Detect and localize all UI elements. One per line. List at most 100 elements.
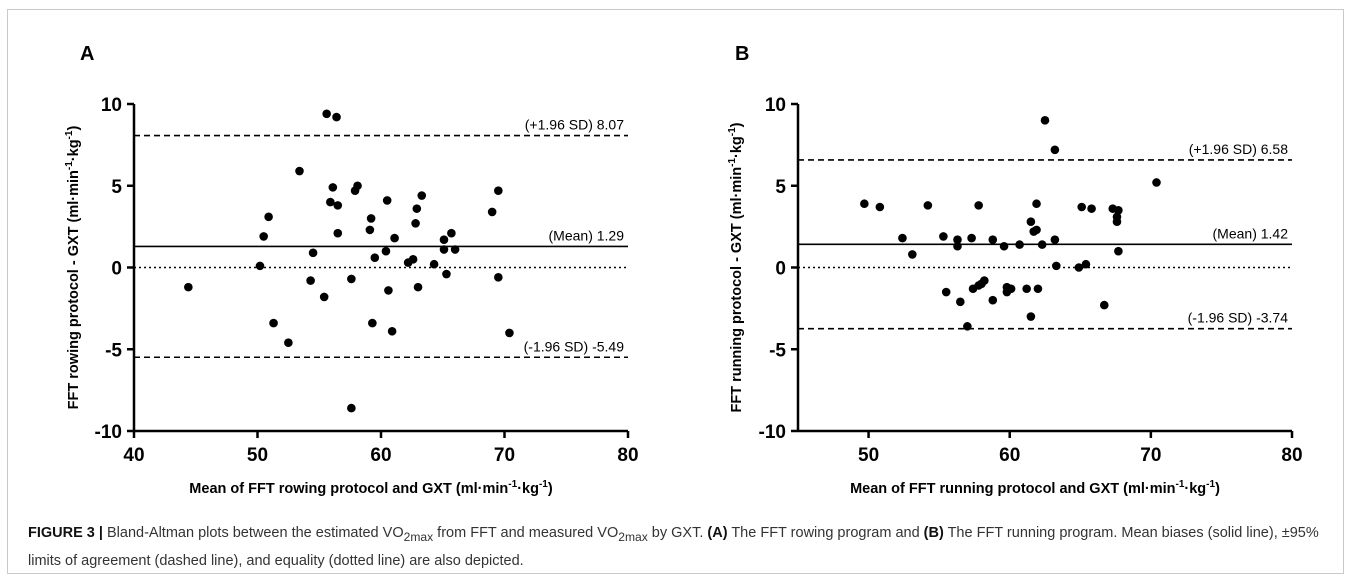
data-point xyxy=(412,204,422,213)
data-point xyxy=(328,183,338,192)
data-point xyxy=(1099,300,1109,310)
data-point xyxy=(429,259,439,269)
data-point xyxy=(1074,263,1084,272)
figure-caption: FIGURE 3 | Bland-Altman plots between th… xyxy=(28,521,1328,573)
y-tick-label: -5 xyxy=(105,340,122,361)
data-point xyxy=(326,197,335,207)
data-point xyxy=(898,233,907,243)
data-point xyxy=(988,235,998,245)
data-point xyxy=(255,261,265,271)
data-point xyxy=(1006,284,1016,294)
caption-label-a: (A) xyxy=(707,525,728,541)
data-point xyxy=(1114,205,1123,215)
data-point xyxy=(264,212,273,222)
y-tick-label: 0 xyxy=(111,259,122,280)
mean-bias-label: (Mean) 1.29 xyxy=(549,227,625,243)
data-point xyxy=(494,273,503,282)
data-point xyxy=(353,181,362,191)
data-point xyxy=(184,282,193,292)
lower-limit-label: (-1.96 SD) -5.49 xyxy=(524,338,625,354)
y-tick-label: -10 xyxy=(759,422,786,443)
data-point xyxy=(308,248,318,258)
y-tick-label: 5 xyxy=(111,177,122,198)
data-point xyxy=(1152,178,1161,187)
data-point xyxy=(447,228,456,238)
y-tick-label: 10 xyxy=(765,95,786,116)
x-tick-label: 80 xyxy=(1281,445,1302,466)
y-tick-label: 10 xyxy=(101,95,122,116)
data-point xyxy=(411,219,420,228)
y-tick-label: 5 xyxy=(775,177,786,198)
y-axis-label-sup: -1 xyxy=(727,158,738,167)
data-point xyxy=(980,276,989,285)
data-point xyxy=(1040,116,1050,125)
data-point xyxy=(439,235,449,245)
x-axis-label-text: ) xyxy=(548,481,553,497)
data-point xyxy=(923,201,933,210)
y-tick-label: 0 xyxy=(775,259,786,280)
data-point xyxy=(306,276,315,285)
x-axis-label-sup: -1 xyxy=(1176,479,1185,490)
lower-limit-label: (-1.96 SD) -3.74 xyxy=(1188,310,1289,326)
data-point xyxy=(908,250,917,259)
data-point xyxy=(1032,225,1041,235)
data-point xyxy=(387,326,397,336)
caption-intro: Bland-Altman plots between the estimated… xyxy=(102,525,404,541)
data-point xyxy=(381,246,391,256)
data-point xyxy=(974,201,983,210)
panel-letter: A xyxy=(80,43,94,65)
x-tick-label: 50 xyxy=(858,445,879,466)
data-point xyxy=(967,233,976,243)
data-point xyxy=(442,269,451,279)
mean-bias-label: (Mean) 1.42 xyxy=(1213,225,1289,241)
x-axis-label-text: ) xyxy=(1215,481,1220,497)
data-point xyxy=(439,245,449,254)
caption-mid: from FFT and measured VO xyxy=(433,525,619,541)
data-point xyxy=(1037,240,1047,249)
data-point xyxy=(1022,284,1031,294)
x-axis-label-text: Mean of FFT rowing protocol and GXT (ml·… xyxy=(189,481,508,497)
data-point xyxy=(333,201,343,210)
x-tick-label: 60 xyxy=(370,445,391,466)
data-point xyxy=(408,255,418,264)
x-axis-label-sup: -1 xyxy=(539,479,548,490)
data-point xyxy=(390,233,399,243)
x-tick-label: 80 xyxy=(617,445,638,466)
data-point xyxy=(953,241,962,251)
y-axis-label-sup: -1 xyxy=(727,127,738,136)
data-point xyxy=(1050,235,1060,245)
x-axis-label-text: ·kg xyxy=(517,481,539,497)
data-point xyxy=(999,241,1009,251)
upper-limit-label: (+1.96 SD) 8.07 xyxy=(525,117,624,133)
y-axis-label-text: FFT running protocol - GXT (ml·min xyxy=(729,167,745,413)
y-axis-label-text: ·kg xyxy=(66,139,82,161)
x-tick-label: 40 xyxy=(123,445,144,466)
caption-figure-label: FIGURE 3 | xyxy=(28,525,103,541)
data-point xyxy=(505,328,514,338)
panel-letter: B xyxy=(735,43,749,65)
data-point xyxy=(1026,312,1036,321)
data-point xyxy=(347,274,356,284)
y-axis-label: FFT running protocol - GXT (ml·min-1·kg-… xyxy=(727,122,745,412)
data-point xyxy=(860,199,869,209)
x-axis-label: Mean of FFT running protocol and GXT (ml… xyxy=(850,479,1220,497)
y-tick-label: -5 xyxy=(769,340,786,361)
x-tick-label: 50 xyxy=(247,445,268,466)
x-tick-label: 70 xyxy=(1140,445,1161,466)
data-point xyxy=(1026,217,1036,227)
data-point xyxy=(284,338,293,348)
data-point xyxy=(295,166,304,176)
data-point xyxy=(332,112,341,122)
caption-sub2: 2max xyxy=(618,529,648,544)
x-tick-label: 70 xyxy=(494,445,515,466)
x-axis-label: Mean of FFT rowing protocol and GXT (ml·… xyxy=(189,479,553,497)
data-point xyxy=(487,207,497,217)
y-axis-label-text: ) xyxy=(729,122,745,127)
data-point xyxy=(875,202,885,212)
x-axis-label-text: ·kg xyxy=(1184,481,1206,497)
data-point xyxy=(1077,202,1086,212)
figure-panel: A 10 5 0 -5 -10 40 50 60 70 80 (+1.96 SD) 8.07 (Mean… xyxy=(7,9,1344,574)
data-point xyxy=(269,318,278,328)
